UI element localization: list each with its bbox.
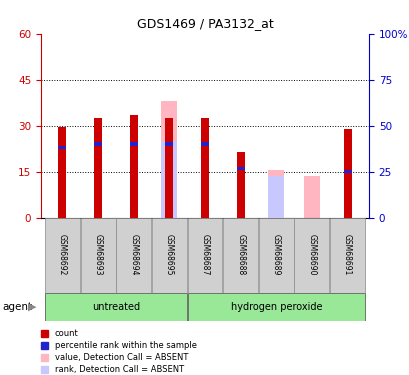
Text: rank, Detection Call = ABSENT: rank, Detection Call = ABSENT — [54, 365, 183, 374]
Text: GSM68690: GSM68690 — [307, 234, 316, 276]
Text: GSM68689: GSM68689 — [271, 234, 280, 276]
Text: count: count — [54, 329, 78, 338]
Text: GSM68691: GSM68691 — [342, 234, 351, 276]
Bar — [165, 142, 173, 146]
Text: percentile rank within the sample: percentile rank within the sample — [54, 341, 196, 350]
Bar — [94, 118, 102, 218]
Text: untreated: untreated — [92, 302, 139, 312]
Text: GSM68693: GSM68693 — [93, 234, 102, 276]
Bar — [329, 217, 364, 292]
Text: ▶: ▶ — [27, 302, 36, 312]
Bar — [58, 146, 66, 148]
Bar — [129, 142, 137, 146]
Text: GDS1469 / PA3132_at: GDS1469 / PA3132_at — [136, 17, 273, 30]
Bar — [116, 217, 151, 292]
Bar — [81, 217, 115, 292]
Bar — [343, 129, 351, 217]
Bar — [161, 101, 177, 217]
Text: GSM68687: GSM68687 — [200, 234, 209, 276]
Bar — [45, 217, 80, 292]
Text: value, Detection Call = ABSENT: value, Detection Call = ABSENT — [54, 353, 187, 362]
Bar — [200, 118, 209, 218]
Bar — [222, 217, 258, 292]
Bar — [267, 170, 283, 217]
Text: hydrogen peroxide: hydrogen peroxide — [230, 302, 321, 312]
Bar — [45, 292, 187, 321]
Bar — [187, 217, 222, 292]
Text: GSM68695: GSM68695 — [164, 234, 173, 276]
Bar — [200, 142, 209, 146]
Bar — [236, 167, 244, 170]
Bar — [165, 118, 173, 218]
Bar — [294, 217, 328, 292]
Bar — [94, 142, 102, 146]
Text: agent: agent — [2, 302, 32, 312]
Bar — [129, 115, 137, 218]
Bar — [151, 217, 187, 292]
Text: GSM68688: GSM68688 — [236, 234, 245, 276]
Text: GSM68692: GSM68692 — [58, 234, 67, 276]
Bar — [343, 170, 351, 173]
Bar — [187, 292, 364, 321]
Bar — [236, 152, 244, 217]
Text: GSM68694: GSM68694 — [129, 234, 138, 276]
Bar — [58, 127, 66, 218]
Bar — [161, 141, 177, 218]
Bar — [258, 217, 293, 292]
Bar — [267, 176, 283, 218]
Bar — [303, 176, 319, 218]
